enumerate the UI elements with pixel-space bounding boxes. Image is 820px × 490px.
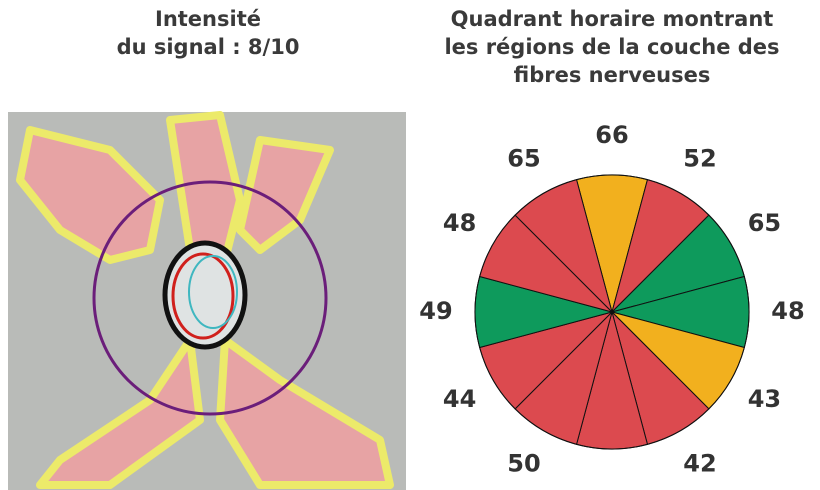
sector-value: 50 (507, 449, 540, 477)
clock-chart: 66 52 65 48 43 42 50 44 49 48 65 (419, 121, 804, 477)
sector-value: 42 (683, 449, 716, 477)
sector-value: 49 (419, 297, 452, 325)
sector-value: 65 (748, 209, 781, 237)
right-title: les régions de la couche des (444, 35, 779, 59)
sector-value: 65 (507, 145, 540, 173)
sector-value: 44 (443, 385, 476, 413)
sector-value: 52 (683, 145, 716, 173)
sector-value: 48 (771, 297, 804, 325)
report: Intensité du signal : 8/10 Quadrant hora… (0, 0, 820, 490)
sector-value: 43 (748, 385, 781, 413)
fundus-image (8, 112, 406, 490)
right-title: fibres nerveuses (514, 63, 711, 87)
sector-value: 48 (443, 209, 476, 237)
sector-value: 66 (595, 121, 628, 149)
left-title: Intensité (155, 7, 261, 31)
left-title: du signal : 8/10 (117, 35, 300, 59)
right-title: Quadrant horaire montrant (451, 7, 774, 31)
